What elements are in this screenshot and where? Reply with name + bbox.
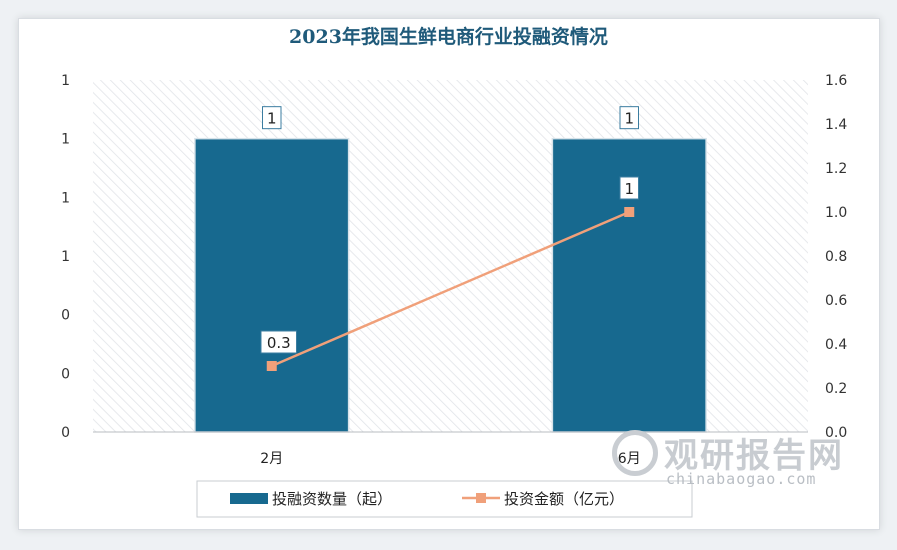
y-right-tick-label: 1.2 [825, 161, 847, 177]
data-label-text: 1 [624, 110, 634, 128]
data-label-box [619, 176, 639, 200]
legend-line-label: 投资金额（亿元） [504, 490, 624, 508]
watermark-url: chinabaogao.com [666, 470, 817, 488]
data-label-text: 1 [267, 110, 277, 128]
y-left-tick-label: 1 [61, 190, 70, 206]
watermark-text: 观研报告网 [664, 436, 844, 476]
data-label-text: 1 [624, 180, 634, 198]
line-data-label: 1 [619, 176, 639, 200]
line-point [266, 361, 277, 371]
bar-data-label: 1 [619, 106, 639, 130]
data-label-box [619, 106, 639, 130]
y-right-tick-label: 1.0 [825, 205, 847, 221]
legend-box [196, 480, 693, 518]
y-right-tick-label: 1.4 [825, 117, 847, 133]
y-right-tick-label: 0.2 [825, 381, 847, 397]
y-left-tick-label: 0 [61, 425, 70, 441]
y-left-tick-label: 1 [61, 132, 70, 148]
line-data-label: 0.3 [260, 330, 297, 354]
line-point [624, 207, 635, 217]
y-right-tick-label: 0.4 [825, 337, 847, 353]
watermark: 观研报告网 chinabaogao.com [612, 428, 862, 490]
y-right-tick-label: 1.6 [825, 73, 847, 89]
data-label-box [262, 106, 282, 130]
legend: 投融资数量（起） 投资金额（亿元） [196, 480, 693, 518]
y-left-tick-label: 1 [61, 73, 70, 89]
y-left-tick-label: 0 [61, 308, 70, 324]
y-left-tick-label: 1 [61, 249, 70, 265]
legend-bar-swatch [230, 493, 268, 504]
legend-bar-label: 投融资数量（起） [272, 490, 392, 508]
bar-data-label: 1 [262, 106, 282, 130]
x-tick-label: 2月 [260, 451, 283, 467]
legend-line-marker [476, 493, 486, 503]
y-right-tick-label: 0.0 [825, 425, 847, 441]
line-series [271, 210, 630, 368]
watermark-logo-icon [612, 430, 658, 476]
bar [194, 137, 350, 433]
y-right-tick-label: 0.6 [825, 293, 847, 309]
data-label-box [260, 330, 297, 354]
chart-title: 2023年我国生鲜电商行业投融资情况 [289, 26, 608, 48]
data-label-text: 0.3 [267, 334, 291, 352]
y-left-tick-label: 0 [61, 366, 70, 382]
y-right-tick-label: 0.8 [825, 249, 847, 265]
